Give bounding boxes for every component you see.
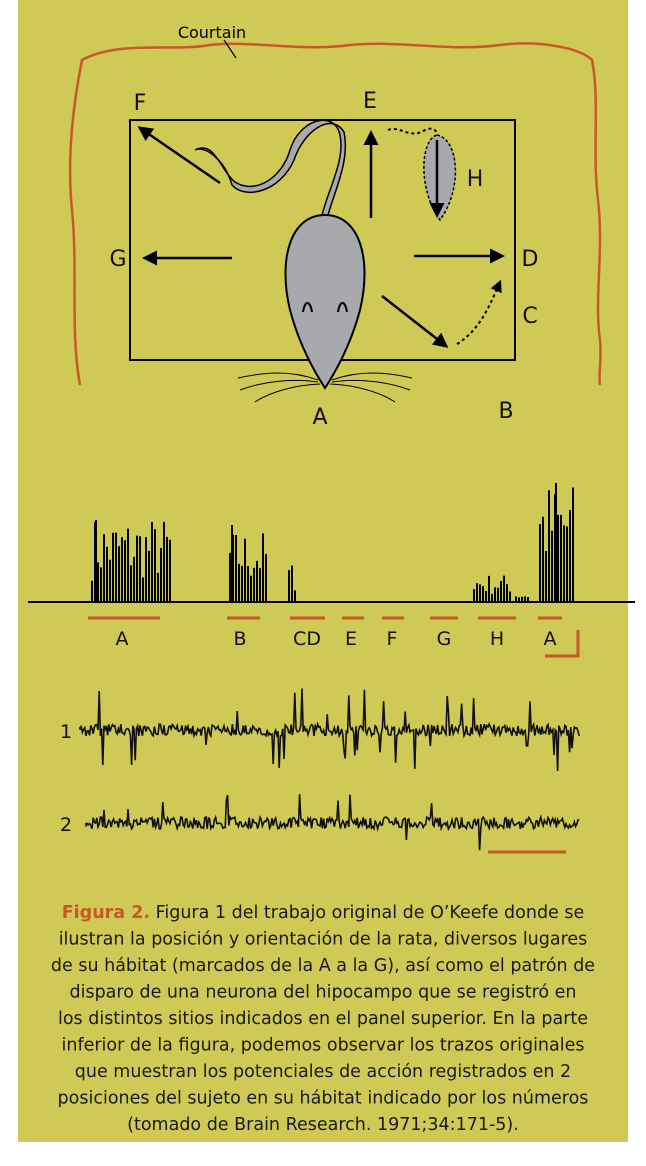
location-label: A <box>312 405 327 430</box>
caption: Figura 2. Figura 1 del trabajo original … <box>51 903 595 1135</box>
caption-line: que muestran los potenciales de acción r… <box>75 1062 571 1082</box>
caption-text: Figura 1 del trabajo original de O’Keefe… <box>150 903 584 923</box>
caption-line: posiciones del sujeto en su hábitat indi… <box>58 1089 589 1109</box>
histogram-label: G <box>437 628 452 650</box>
caption-line: Figura 2. Figura 1 del trabajo original … <box>62 903 585 923</box>
caption-line: los distintos sitios indicados en el pan… <box>58 1009 588 1029</box>
trace-label: 1 <box>60 721 72 743</box>
histogram-label: CD <box>293 628 321 650</box>
histogram-label: F <box>387 628 398 650</box>
caption-text: de su hábitat (marcados de la A a la G),… <box>51 956 595 976</box>
caption-label: Figura 2. <box>62 903 150 923</box>
caption-text: posiciones del sujeto en su hábitat indi… <box>58 1089 589 1109</box>
caption-line: ilustran la posición y orientación de la… <box>59 930 588 950</box>
curtain-label: Courtain <box>178 23 246 42</box>
location-label: G <box>109 247 126 272</box>
histogram-label: E <box>345 628 357 650</box>
caption-text: disparo de una neurona del hipocampo que… <box>69 983 576 1003</box>
location-label: H <box>467 167 484 192</box>
histogram-label: H <box>490 628 504 650</box>
caption-text: ilustran la posición y orientación de la… <box>59 930 588 950</box>
caption-text: que muestran los potenciales de acción r… <box>75 1062 571 1082</box>
location-label: E <box>363 89 377 114</box>
caption-text: los distintos sitios indicados en el pan… <box>58 1009 588 1029</box>
histogram-label: A <box>544 628 557 650</box>
location-label: B <box>498 399 513 424</box>
caption-line: (tomado de Brain Research. 1971;34:171-5… <box>127 1115 519 1135</box>
location-label: F <box>134 91 147 116</box>
caption-line: de su hábitat (marcados de la A a la G),… <box>51 956 595 976</box>
caption-line: disparo de una neurona del hipocampo que… <box>69 983 576 1003</box>
location-label: C <box>522 304 537 329</box>
trace-label: 2 <box>60 814 72 836</box>
caption-line: inferior de la figura, podemos observar … <box>61 1036 584 1056</box>
figure: Courtain F E H G D C A B A B CD E F G H A 1 2 F… <box>0 0 646 1166</box>
histogram-label: B <box>233 628 246 650</box>
location-label: D <box>522 247 539 272</box>
caption-text: (tomado de Brain Research. 1971;34:171-5… <box>127 1115 519 1135</box>
histogram-label: A <box>116 628 129 650</box>
caption-text: inferior de la figura, podemos observar … <box>61 1036 584 1056</box>
